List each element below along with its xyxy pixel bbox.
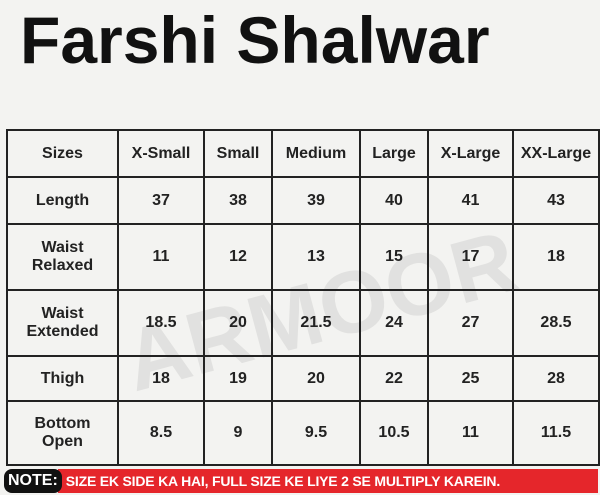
table-cell: 37 xyxy=(117,176,205,225)
column-header: XX-Large xyxy=(512,129,600,178)
table-row: Waist Relaxed 11 12 13 15 17 18 xyxy=(6,223,600,291)
table-cell: 13 xyxy=(271,223,361,291)
table-cell: 19 xyxy=(203,355,273,402)
row-label: Waist Extended xyxy=(6,289,119,357)
note-text: SIZE EK SIDE KA HAI, FULL SIZE KE LIYE 2… xyxy=(57,469,598,493)
table-cell: 27 xyxy=(427,289,514,357)
note-label: NOTE: xyxy=(4,469,62,493)
column-header: Sizes xyxy=(6,129,119,178)
row-label: Waist Relaxed xyxy=(6,223,119,291)
table-cell: 9.5 xyxy=(271,400,361,466)
column-header: Small xyxy=(203,129,273,178)
row-label: Thigh xyxy=(6,355,119,402)
table-cell: 21.5 xyxy=(271,289,361,357)
table-cell: 9 xyxy=(203,400,273,466)
table-cell: 10.5 xyxy=(359,400,429,466)
table-cell: 28.5 xyxy=(512,289,600,357)
note-banner: NOTE: SIZE EK SIDE KA HAI, FULL SIZE KE … xyxy=(4,469,598,493)
header-row: Sizes X-Small Small Medium Large X-Large XX-La… xyxy=(6,129,600,178)
table-cell: 11 xyxy=(117,223,205,291)
table-row: Thigh 18 19 20 22 25 28 xyxy=(6,355,600,402)
table-cell: 11.5 xyxy=(512,400,600,466)
row-label: Bottom Open xyxy=(6,400,119,466)
table-cell: 28 xyxy=(512,355,600,402)
table-cell: 25 xyxy=(427,355,514,402)
table-cell: 43 xyxy=(512,176,600,225)
table-row: Length 37 38 39 40 41 43 xyxy=(6,176,600,225)
table-cell: 24 xyxy=(359,289,429,357)
table-cell: 38 xyxy=(203,176,273,225)
table-cell: 20 xyxy=(203,289,273,357)
table-cell: 17 xyxy=(427,223,514,291)
table-cell: 39 xyxy=(271,176,361,225)
page-title: Farshi Shalwar xyxy=(20,3,490,77)
size-chart-table: Sizes X-Small Small Medium Large X-Large XX-La… xyxy=(6,129,600,466)
column-header: Medium xyxy=(271,129,361,178)
table-cell: 20 xyxy=(271,355,361,402)
table-cell: 22 xyxy=(359,355,429,402)
table-cell: 41 xyxy=(427,176,514,225)
table-cell: 12 xyxy=(203,223,273,291)
table-row: Bottom Open 8.5 9 9.5 10.5 11 11.5 xyxy=(6,400,600,466)
table-cell: 18 xyxy=(117,355,205,402)
row-label: Length xyxy=(6,176,119,225)
table-cell: 18.5 xyxy=(117,289,205,357)
table-cell: 11 xyxy=(427,400,514,466)
column-header: X-Small xyxy=(117,129,205,178)
table-cell: 18 xyxy=(512,223,600,291)
table-cell: 40 xyxy=(359,176,429,225)
table-row: Waist Extended 18.5 20 21.5 24 27 28.5 xyxy=(6,289,600,357)
table-cell: 8.5 xyxy=(117,400,205,466)
table-cell: 15 xyxy=(359,223,429,291)
column-header: X-Large xyxy=(427,129,514,178)
column-header: Large xyxy=(359,129,429,178)
